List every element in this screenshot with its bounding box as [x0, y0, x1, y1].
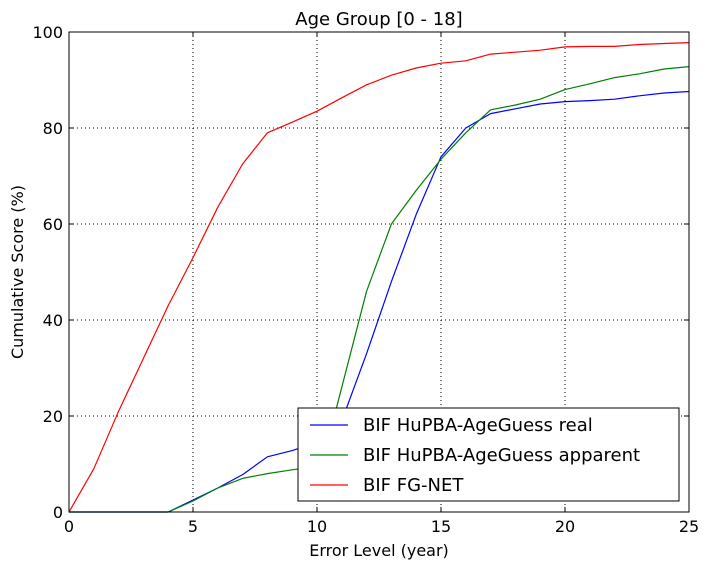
- x-axis-label: Error Level (year): [309, 541, 449, 560]
- y-tick-label: 40: [43, 311, 63, 330]
- chart-title: Age Group [0 - 18]: [295, 9, 462, 30]
- series-line-3: [68, 42, 690, 513]
- axis-ticks: 0 5 10 15 20 25 0 20 40 60 80 100: [32, 23, 699, 536]
- x-tick-label: 10: [307, 517, 327, 536]
- plot-frame: [68, 31, 690, 513]
- legend-box: [297, 407, 680, 502]
- x-tick-label: 25: [679, 517, 699, 536]
- series-line-2: [69, 66, 690, 513]
- y-tick-label: 80: [43, 119, 63, 138]
- x-tick-label: 20: [555, 517, 575, 536]
- legend-label: BIF HuPBA-AgeGuess apparent: [363, 445, 640, 466]
- y-tick-label: 20: [43, 407, 63, 426]
- y-tick-label: 60: [43, 215, 63, 234]
- x-tick-label: 0: [64, 517, 74, 536]
- legend-label: BIF FG-NET: [363, 475, 464, 496]
- y-tick-label: 0: [53, 503, 63, 522]
- y-tick-label: 100: [32, 23, 63, 42]
- x-tick-label: 5: [188, 517, 198, 536]
- series-layer: [68, 42, 690, 513]
- legend: BIF HuPBA-AgeGuess real BIF HuPBA-AgeGues…: [297, 407, 680, 502]
- y-axis-label: Cumulative Score (%): [8, 185, 27, 359]
- x-tick-label: 15: [431, 517, 451, 536]
- legend-label: BIF HuPBA-AgeGuess real: [363, 415, 593, 436]
